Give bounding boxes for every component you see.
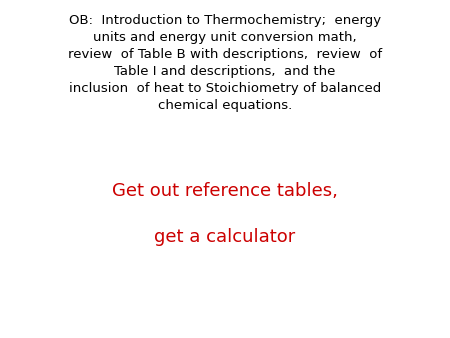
Text: OB:  Introduction to Thermochemistry;  energy
units and energy unit conversion m: OB: Introduction to Thermochemistry; ene…: [68, 14, 382, 112]
Text: Get out reference tables,: Get out reference tables,: [112, 182, 338, 200]
Text: get a calculator: get a calculator: [154, 227, 296, 246]
